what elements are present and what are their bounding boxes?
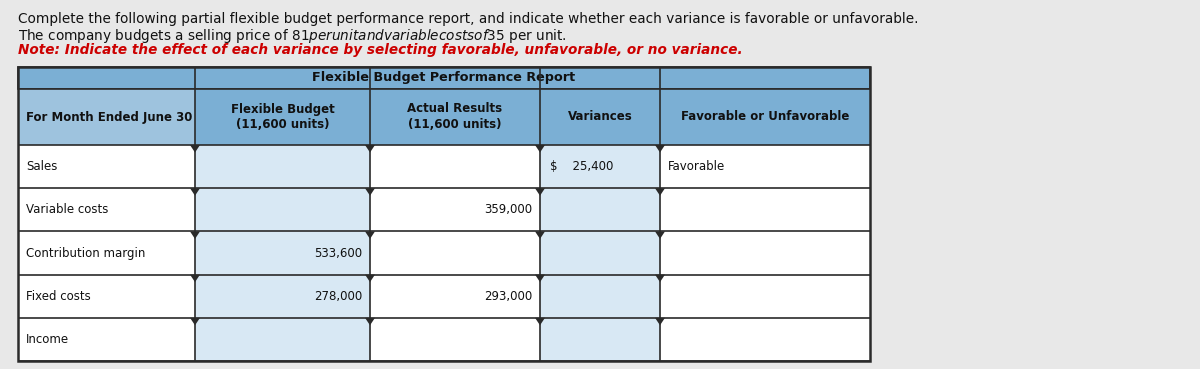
Text: 533,600: 533,600	[314, 246, 362, 259]
Text: Flexible Budget Performance Report: Flexible Budget Performance Report	[312, 72, 576, 85]
Bar	[194, 318, 370, 361]
Polygon shape	[365, 318, 374, 325]
Polygon shape	[655, 188, 665, 196]
Text: Fixed costs: Fixed costs	[26, 290, 91, 303]
Text: 293,000: 293,000	[484, 290, 532, 303]
Bar	[540, 231, 660, 275]
Bar	[660, 318, 870, 361]
Bar	[194, 145, 370, 188]
Bar	[194, 188, 370, 231]
Bar	[540, 145, 660, 188]
Text: For Month Ended June 30: For Month Ended June 30	[26, 110, 192, 124]
Polygon shape	[190, 188, 200, 196]
Bar	[18, 67, 870, 361]
Text: Variances: Variances	[568, 110, 632, 124]
Polygon shape	[365, 188, 374, 196]
Text: Favorable: Favorable	[668, 160, 725, 173]
Bar	[18, 275, 194, 318]
Bar	[540, 188, 660, 231]
Bar	[660, 145, 870, 188]
Polygon shape	[535, 231, 545, 239]
Bar	[660, 188, 870, 231]
Bar	[660, 231, 870, 275]
Bar	[370, 275, 540, 318]
Bar	[540, 275, 660, 318]
Polygon shape	[190, 318, 200, 325]
Text: 278,000: 278,000	[313, 290, 362, 303]
Bar	[194, 231, 370, 275]
Bar	[370, 188, 540, 231]
Bar	[194, 275, 370, 318]
Polygon shape	[365, 275, 374, 282]
Polygon shape	[190, 275, 200, 282]
Polygon shape	[535, 275, 545, 282]
Bar	[194, 89, 370, 145]
Polygon shape	[190, 231, 200, 239]
Polygon shape	[655, 231, 665, 239]
Bar	[18, 318, 194, 361]
Text: Complete the following partial flexible budget performance report, and indicate : Complete the following partial flexible …	[18, 12, 918, 26]
Text: Flexible Budget
(11,600 units): Flexible Budget (11,600 units)	[230, 103, 335, 131]
Bar	[18, 89, 194, 145]
Polygon shape	[655, 318, 665, 325]
Polygon shape	[365, 145, 374, 152]
Bar	[18, 188, 194, 231]
Bar	[370, 318, 540, 361]
Bar	[18, 67, 870, 89]
Text: Variable costs: Variable costs	[26, 203, 108, 216]
Polygon shape	[655, 145, 665, 152]
Polygon shape	[365, 231, 374, 239]
Text: Contribution margin: Contribution margin	[26, 246, 145, 259]
Text: Sales: Sales	[26, 160, 58, 173]
Text: 359,000: 359,000	[484, 203, 532, 216]
Polygon shape	[655, 275, 665, 282]
Polygon shape	[535, 188, 545, 196]
Text: Favorable or Unfavorable: Favorable or Unfavorable	[680, 110, 850, 124]
Bar	[660, 275, 870, 318]
Bar	[540, 318, 660, 361]
Bar	[18, 231, 194, 275]
Text: $    25,400: $ 25,400	[550, 160, 613, 173]
Text: Actual Results
(11,600 units): Actual Results (11,600 units)	[408, 103, 503, 131]
Bar	[370, 89, 540, 145]
Bar	[18, 145, 194, 188]
Text: Note: Indicate the effect of each variance by selecting favorable, unfavorable, : Note: Indicate the effect of each varian…	[18, 43, 743, 57]
Polygon shape	[535, 145, 545, 152]
Text: Income: Income	[26, 333, 70, 346]
Bar	[370, 145, 540, 188]
Text: The company budgets a selling price of $81 per unit and variable costs of $35 pe: The company budgets a selling price of $…	[18, 27, 566, 45]
Polygon shape	[535, 318, 545, 325]
Bar	[540, 89, 660, 145]
Bar	[370, 231, 540, 275]
Polygon shape	[190, 145, 200, 152]
Bar	[660, 89, 870, 145]
